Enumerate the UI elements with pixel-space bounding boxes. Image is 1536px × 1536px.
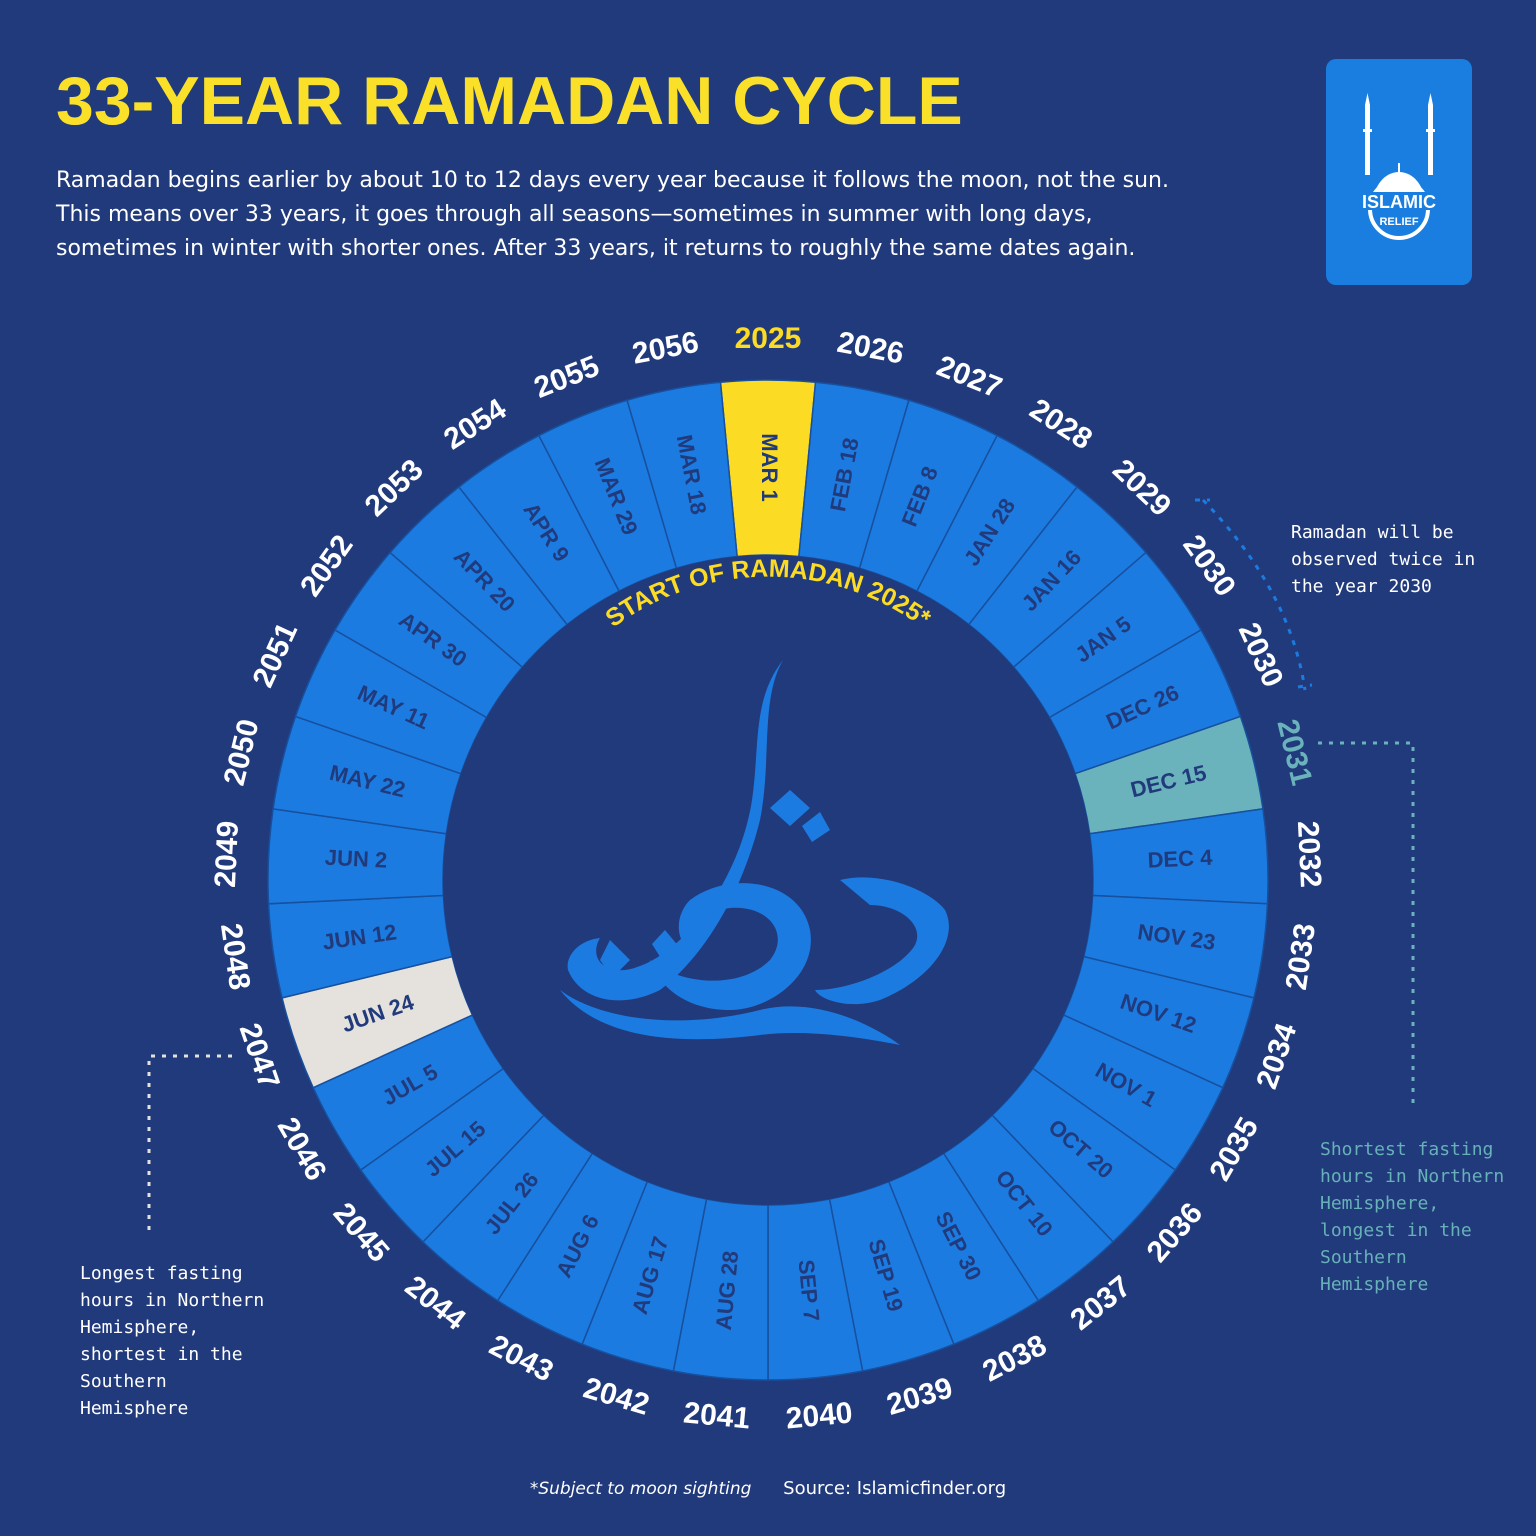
date-label: DEC 4 xyxy=(1147,845,1214,873)
date-label: MAR 1 xyxy=(757,433,782,501)
year-label: 2032 xyxy=(1291,820,1327,888)
year-label: 2025 xyxy=(735,322,802,355)
islamic-relief-logo[interactable]: ISLAMIC RELIEF xyxy=(1326,59,1472,285)
note-twice-2030: Ramadan will be observed twice in the ye… xyxy=(1291,522,1476,597)
source-credit: Source: Islamicfinder.org xyxy=(783,1478,1007,1499)
mosque-icon: ISLAMIC RELIEF xyxy=(1352,93,1446,240)
logo-text-islamic: ISLAMIC xyxy=(1362,192,1436,212)
shortest-guide-line xyxy=(1318,741,1415,1110)
note-longest-fasting: Longest fasting hours in Northern Hemisp… xyxy=(80,1263,265,1419)
footer: *Subject to moon sighting Source: Islami… xyxy=(0,1478,1536,1499)
longest-guide-line xyxy=(147,1054,232,1235)
note-shortest-fasting: Shortest fasting hours in Northern Hemis… xyxy=(1320,1139,1505,1295)
logo-text-relief: RELIEF xyxy=(1379,216,1418,228)
page-title: 33-YEAR RAMADAN CYCLE xyxy=(56,63,963,139)
year-label: 2041 xyxy=(682,1396,752,1435)
year-label: 2049 xyxy=(209,820,245,888)
wheel-segments xyxy=(267,379,1269,1381)
date-label: JUN 2 xyxy=(324,845,387,873)
twice-2030-bracket xyxy=(1195,498,1313,691)
ramadan-calligraphy xyxy=(560,660,949,1045)
description: Ramadan begins earlier by about 10 to 12… xyxy=(56,168,1169,261)
wheel-center xyxy=(443,555,1093,1205)
date-label: SEP 7 xyxy=(794,1258,825,1322)
footnote: *Subject to moon sighting xyxy=(529,1479,752,1499)
year-label: 2040 xyxy=(784,1396,854,1435)
